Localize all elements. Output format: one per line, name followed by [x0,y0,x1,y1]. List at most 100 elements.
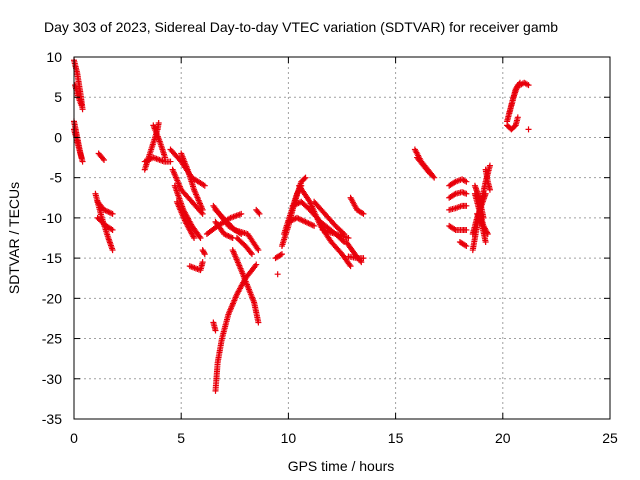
x-tick-label: 25 [602,430,618,446]
data-point [359,210,366,217]
data-point [256,210,263,217]
data-track [347,194,367,217]
data-track [212,218,236,241]
x-axis-label: GPS time / hours [288,458,395,474]
data-point [462,242,469,249]
data-track [274,271,281,278]
data-point [486,162,493,169]
y-tick-labels: -35 -30 -25 -20 -15 -10 -5 0 5 10 [42,49,62,427]
data-track [253,206,263,217]
data-track [229,247,262,326]
data-track [319,226,352,241]
data-point [302,174,309,181]
data-point [278,251,285,258]
data-track [456,239,470,250]
x-tick-label: 20 [495,430,511,446]
x-tick-label: 15 [388,430,404,446]
tick-layer [73,56,611,420]
data-point [274,271,281,278]
data-point [196,233,203,240]
data-point [78,154,85,161]
data-point [311,222,318,229]
y-tick-label: -20 [42,290,62,306]
data-point [197,235,204,241]
data-point [109,210,116,217]
data-point [463,178,470,185]
data-point [482,190,489,197]
data-point [451,226,458,233]
data-point [360,255,367,262]
data-point [525,126,532,133]
data-track [178,150,206,213]
data-point [201,249,208,256]
x-tick-labels: 0 5 10 15 20 25 [70,430,618,446]
data-point [79,158,86,165]
x-tick-label: 0 [70,430,78,446]
data-track [506,82,521,117]
data-track [345,253,367,262]
y-tick-label: 0 [54,129,62,145]
data-track [446,202,470,213]
data-track [285,214,318,229]
y-tick-label: -15 [42,250,62,266]
data-track [504,114,521,133]
data-point [201,182,208,189]
data-point [430,173,437,180]
data-point [101,156,108,163]
data-track [173,198,198,241]
data-point [99,155,106,162]
y-tick-label: -30 [42,371,62,387]
data-track [446,176,470,189]
data-point [360,210,367,217]
data-track [414,154,433,177]
data-track [311,198,348,237]
data-track [471,182,487,221]
y-tick-label: -35 [42,411,62,427]
data-point [255,247,262,254]
chart-title: Day 303 of 2023, Sidereal Day-to-day VTE… [44,19,558,35]
x-tick-label: 5 [177,430,185,446]
y-tick-label: -5 [50,170,63,186]
data-point [525,82,532,89]
data-track [446,189,470,201]
data-track [186,259,206,274]
data-point [463,190,470,197]
data-track [95,150,108,163]
data-point [238,210,245,217]
data-track [525,126,532,133]
data-track [210,319,219,334]
data-point [484,229,491,236]
data-track [212,206,262,254]
data-track [141,154,174,165]
data-track [212,261,260,394]
data-point [346,261,353,268]
data-point [347,263,354,270]
data-track [150,122,169,161]
data-point [199,206,206,213]
data-point [191,235,198,241]
data-point [451,191,458,198]
data-point [425,169,432,176]
data-point [301,175,308,182]
data-track [516,79,532,89]
data-point [339,237,346,244]
data-track [233,235,255,258]
data-point [201,251,208,258]
data-point [78,102,85,109]
data-point [109,226,116,233]
data-point [255,209,262,216]
data-point [162,154,169,161]
data-point [514,114,521,121]
grid-layer [74,57,610,419]
y-tick-label: 10 [46,49,62,65]
data-point [212,327,219,334]
data-track [199,247,208,258]
data-track [94,198,116,217]
data-track [411,146,438,181]
data-point [486,186,493,193]
y-tick-label: -25 [42,331,62,347]
data-points [71,57,532,394]
data-point [345,235,352,241]
data-point [247,249,254,256]
